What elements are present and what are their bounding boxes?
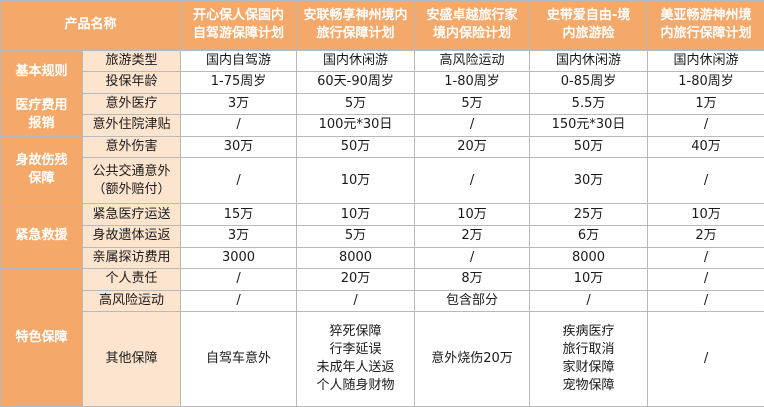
- table-cell: /: [180, 289, 298, 313]
- table-cell: 3000: [180, 246, 298, 270]
- table-cell: /: [647, 114, 764, 137]
- table-cell: 8万: [414, 268, 531, 291]
- table-cell: /: [414, 246, 531, 270]
- table-row: 公共交通意外 （额外赔付） / 10万 / 30万 /: [1, 157, 764, 205]
- table-cell: 国内自驾游: [180, 49, 298, 73]
- table-cell: 20万: [414, 135, 531, 159]
- table-cell: 高风险运动: [414, 49, 531, 73]
- table-cell: 国内休闲游: [529, 49, 649, 73]
- table-cell: 8000: [296, 246, 416, 270]
- category-special-coverage: 特色保障: [0, 268, 83, 407]
- table-cell: 50万: [296, 135, 416, 159]
- table-row: 身故遗体运返 3万 5万 2万 6万 2万: [1, 225, 764, 248]
- table-cell: /: [647, 268, 764, 291]
- table-row: 身故伤残 保障 意外伤害 30万 50万 20万 50万 40万: [0, 135, 764, 205]
- table-cell: 包含部分: [414, 289, 531, 313]
- table-row: 医疗费用 报销 意外医疗 3万 5万 5万 5.5万 1万: [0, 92, 764, 137]
- table-row: 高风险运动 / / 包含部分 / /: [1, 289, 764, 313]
- table-cell: 2万: [414, 225, 531, 248]
- table-cell: 3万: [180, 92, 298, 116]
- table-cell: 10万: [414, 203, 531, 227]
- table-cell: 1-80周岁: [414, 71, 531, 94]
- table-cell: /: [647, 246, 764, 270]
- table-cell: 25万: [529, 203, 649, 227]
- table-cell: 5万: [296, 225, 416, 248]
- row-label-accident-injury: 意外伤害: [81, 135, 182, 159]
- table-cell: 自驾车意外: [180, 311, 298, 407]
- header-row: 产品名称 开心保人保国内 自驾游保障计划 安联畅享神州境内 旅行保障计划 安盛卓越旅…: [0, 0, 764, 51]
- table-cell: 2万: [647, 225, 764, 248]
- table-cell: /: [647, 157, 764, 205]
- table-cell: 50万: [529, 135, 649, 159]
- table-row: 亲属探访费用 3000 8000 / 8000 /: [1, 246, 764, 270]
- table-row: 意外住院津贴 / 100元*30日 / 150元*30日 /: [1, 114, 764, 137]
- row-label-accident-medical: 意外医疗: [81, 92, 182, 116]
- table-cell: 20万: [296, 268, 416, 291]
- product-3-header: 安盛卓越旅行家 境内保险计划: [414, 0, 531, 51]
- product-2-header: 安联畅享神州境内 旅行保障计划: [296, 0, 416, 51]
- product-5-header: 美亚畅游神州境 内旅行保障计划: [647, 0, 764, 51]
- table-cell: /: [529, 289, 649, 313]
- row-label-travel-type: 旅游类型: [81, 49, 182, 73]
- product-1-header: 开心保人保国内 自驾游保障计划: [180, 0, 298, 51]
- table-cell: 6万: [529, 225, 649, 248]
- category-death-disability: 身故伤残 保障: [0, 135, 83, 205]
- table-cell: /: [180, 114, 298, 137]
- table-cell: /: [647, 311, 764, 407]
- table-cell: 30万: [529, 157, 649, 205]
- table-cell: /: [296, 289, 416, 313]
- table-row: 投保年龄 1-75周岁 60天-90周岁 1-80周岁 0-85周岁 1-80周…: [1, 71, 764, 94]
- row-label-hospital-allowance: 意外住院津贴: [81, 114, 182, 137]
- table-cell: 150元*30日: [529, 114, 649, 137]
- table-cell: 100元*30日: [296, 114, 416, 137]
- table-cell: 60天-90周岁: [296, 71, 416, 94]
- table-cell: 国内休闲游: [296, 49, 416, 73]
- table-cell: 15万: [180, 203, 298, 227]
- row-label-age: 投保年龄: [81, 71, 182, 94]
- row-label-liability: 个人责任: [81, 268, 182, 291]
- table-cell: 10万: [647, 203, 764, 227]
- category-emergency-rescue: 紧急救援: [0, 203, 83, 270]
- product-4-header: 史带爱自由-境 内旅游险: [529, 0, 649, 51]
- table-cell: 意外烧伤20万: [414, 311, 531, 407]
- table-cell: /: [180, 268, 298, 291]
- table-cell: 3万: [180, 225, 298, 248]
- table-cell: 国内休闲游: [647, 49, 764, 73]
- category-medical: 医疗费用 报销: [0, 92, 83, 137]
- table-cell: 8000: [529, 246, 649, 270]
- row-label-medical-evacuation: 紧急医疗运送: [81, 203, 182, 227]
- table-cell: 5万: [414, 92, 531, 116]
- table-cell: 10万: [529, 268, 649, 291]
- row-label-high-risk: 高风险运动: [81, 289, 182, 313]
- table-cell: 5.5万: [529, 92, 649, 116]
- table-cell: 1万: [647, 92, 764, 116]
- table-cell: 1-75周岁: [180, 71, 298, 94]
- table-cell: /: [180, 157, 298, 205]
- table-cell: 猝死保障 行李延误 未成年人送返 个人随身财物: [296, 311, 416, 407]
- table-cell: 40万: [647, 135, 764, 159]
- table-cell: /: [414, 157, 531, 205]
- row-label-other: 其他保障: [81, 311, 182, 407]
- table-row: 其他保障 自驾车意外 猝死保障 行李延误 未成年人送返 个人随身财物 意外烧伤20万 …: [1, 311, 764, 407]
- table-cell: 1-80周岁: [647, 71, 764, 94]
- table-cell: /: [647, 289, 764, 313]
- table-cell: 5万: [296, 92, 416, 116]
- table-cell: 疾病医疗 旅行取消 家财保障 宠物保障: [529, 311, 649, 407]
- table-cell: 10万: [296, 203, 416, 227]
- category-basic-rules: 基本规则: [0, 49, 83, 94]
- table-row: 基本规则 旅游类型 国内自驾游 国内休闲游 高风险运动 国内休闲游 国内休闲游: [0, 49, 764, 94]
- row-label-public-transport: 公共交通意外 （额外赔付）: [81, 157, 182, 205]
- table-row: 紧急救援 紧急医疗运送 15万 10万 10万 25万 10万: [0, 203, 764, 270]
- table-row: 特色保障 个人责任 / 20万 8万 10万 /: [0, 268, 764, 407]
- product-name-header: 产品名称: [0, 0, 182, 51]
- row-label-repatriation: 身故遗体运返: [81, 225, 182, 248]
- table-cell: 0-85周岁: [529, 71, 649, 94]
- row-label-family-visit: 亲属探访费用: [81, 246, 182, 270]
- table-cell: 30万: [180, 135, 298, 159]
- table-cell: 10万: [296, 157, 416, 205]
- table-cell: /: [414, 114, 531, 137]
